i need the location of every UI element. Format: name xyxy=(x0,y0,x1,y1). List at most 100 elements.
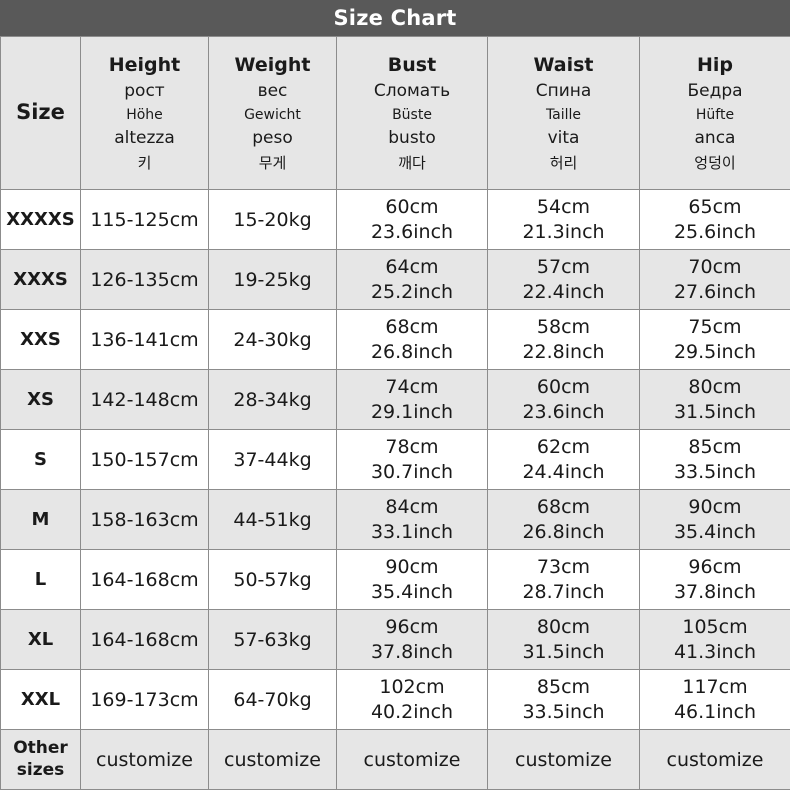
cell-weight: 44-51kg xyxy=(209,490,337,550)
cell-waist-cm: 80cm xyxy=(537,615,590,639)
cell-bust-inch: 30.7inch xyxy=(371,460,453,484)
cell-size: XXS xyxy=(1,310,81,370)
cell-bust-cm: 64cm xyxy=(385,255,438,279)
cell-waist-cm: 60cm xyxy=(537,375,590,399)
column-header-weight-en: Weight xyxy=(235,52,311,80)
table-header-row: Size Height рост Höhe altezza 키 Weight в… xyxy=(1,37,790,190)
column-header-waist-en: Waist xyxy=(533,52,593,80)
cell-other-height: customize xyxy=(81,730,209,790)
cell-waist-inch: 23.6inch xyxy=(522,400,604,424)
cell-hip-inch: 46.1inch xyxy=(674,700,756,724)
cell-weight: 50-57kg xyxy=(209,550,337,610)
cell-waist-inch: 22.4inch xyxy=(522,280,604,304)
cell-waist-cm: 54cm xyxy=(537,195,590,219)
column-header-waist-ru: Спина xyxy=(536,79,592,105)
cell-hip-cm: 70cm xyxy=(688,255,741,279)
cell-waist-inch: 31.5inch xyxy=(522,640,604,664)
column-header-bust: Bust Сломать Büste busto 깨다 xyxy=(337,37,488,190)
column-header-height-de: Höhe xyxy=(126,105,163,127)
cell-bust-cm: 96cm xyxy=(385,615,438,639)
column-header-waist-ko: 허리 xyxy=(550,152,578,175)
cell-waist-inch: 21.3inch xyxy=(522,220,604,244)
cell-height: 115-125cm xyxy=(81,190,209,250)
cell-hip-cm: 96cm xyxy=(688,555,741,579)
cell-weight: 19-25kg xyxy=(209,250,337,310)
cell-waist-cm: 62cm xyxy=(537,435,590,459)
cell-hip-inch: 25.6inch xyxy=(674,220,756,244)
cell-other-weight: customize xyxy=(209,730,337,790)
size-chart-table: Size Height рост Höhe altezza 키 Weight в… xyxy=(0,36,790,790)
cell-hip-cm: 90cm xyxy=(688,495,741,519)
cell-weight: 57-63kg xyxy=(209,610,337,670)
cell-hip-inch: 41.3inch xyxy=(674,640,756,664)
cell-hip-cm: 105cm xyxy=(682,615,747,639)
cell-waist-inch: 33.5inch xyxy=(522,700,604,724)
column-header-height-en: Height xyxy=(109,52,181,80)
cell-waist-cm: 57cm xyxy=(537,255,590,279)
cell-weight: 28-34kg xyxy=(209,370,337,430)
column-header-weight-de: Gewicht xyxy=(244,105,301,127)
cell-hip-cm: 117cm xyxy=(682,675,747,699)
column-header-waist-it: vita xyxy=(548,126,580,152)
column-header-bust-de: Büste xyxy=(392,105,432,127)
column-header-size-label: Size xyxy=(16,100,65,124)
column-header-hip: Hip Бедра Hüfte anca 엉덩이 xyxy=(640,37,790,190)
column-header-waist: Waist Спина Taille vita 허리 xyxy=(488,37,640,190)
cell-bust-inch: 35.4inch xyxy=(371,580,453,604)
column-header-hip-ru: Бедра xyxy=(687,79,742,105)
column-header-bust-it: busto xyxy=(388,126,436,152)
cell-bust-cm: 78cm xyxy=(385,435,438,459)
cell-height: 164-168cm xyxy=(81,550,209,610)
cell-bust-cm: 68cm xyxy=(385,315,438,339)
cell-other-hip: customize xyxy=(640,730,790,790)
cell-hip-inch: 27.6inch xyxy=(674,280,756,304)
cell-height: 158-163cm xyxy=(81,490,209,550)
column-header-waist-de: Taille xyxy=(546,105,581,127)
cell-size: XXXXS xyxy=(1,190,81,250)
cell-height: 150-157cm xyxy=(81,430,209,490)
column-header-hip-it: anca xyxy=(695,126,736,152)
cell-bust-cm: 102cm xyxy=(379,675,444,699)
cell-hip-inch: 33.5inch xyxy=(674,460,756,484)
column-header-hip-ko: 엉덩이 xyxy=(694,152,735,175)
column-header-bust-ko: 깨다 xyxy=(398,152,426,175)
cell-bust-inch: 37.8inch xyxy=(371,640,453,664)
cell-bust-inch: 23.6inch xyxy=(371,220,453,244)
column-header-height-it: altezza xyxy=(114,126,175,152)
cell-height: 126-135cm xyxy=(81,250,209,310)
cell-bust-inch: 33.1inch xyxy=(371,520,453,544)
cell-waist-cm: 58cm xyxy=(537,315,590,339)
cell-waist-inch: 26.8inch xyxy=(522,520,604,544)
cell-bust-inch: 26.8inch xyxy=(371,340,453,364)
cell-hip-inch: 31.5inch xyxy=(674,400,756,424)
cell-hip-cm: 80cm xyxy=(688,375,741,399)
cell-waist-cm: 73cm xyxy=(537,555,590,579)
cell-bust-inch: 40.2inch xyxy=(371,700,453,724)
cell-bust-inch: 25.2inch xyxy=(371,280,453,304)
cell-height: 142-148cm xyxy=(81,370,209,430)
cell-hip-inch: 35.4inch xyxy=(674,520,756,544)
